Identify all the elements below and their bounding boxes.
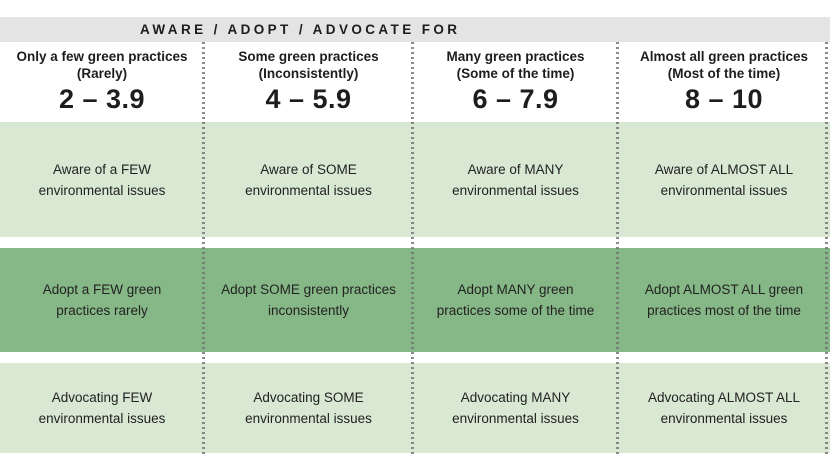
aware-cell-3: Aware of MANY environmental issues [452, 161, 579, 198]
aware-cell-4: Aware of ALMOST ALL environmental issues [654, 161, 794, 198]
column-header-3: Many green practices (Some of the time) … [413, 42, 618, 122]
top-margin [0, 0, 830, 17]
column-title: Only a few green practices (Rarely) [16, 49, 188, 81]
score-range: 8 – 10 [684, 84, 764, 114]
column-header-2: Some green practices (Inconsistently) 4 … [204, 42, 413, 122]
aware-row: Aware of a FEW environmental issues Awar… [0, 122, 830, 237]
advocate-cell-1: Advocating FEW environmental issues [38, 390, 166, 426]
adopt-cell-4: Adopt ALMOST ALL green practices most of… [644, 282, 804, 318]
adopt-row: Adopt a FEW green practices rarely Adopt… [0, 248, 830, 352]
column-title: Many green practices (Some of the time) [446, 49, 585, 81]
adopt-cell-2: Adopt SOME green practices inconsistentl… [221, 282, 396, 318]
bottom-margin [0, 453, 830, 468]
advocate-cell-4: Advocating ALMOST ALL environmental issu… [647, 390, 801, 426]
score-range: 2 – 3.9 [58, 84, 146, 114]
advocate-row: Advocating FEW environmental issues Advo… [0, 363, 830, 453]
advocate-cell-3: Advocating MANY environmental issues [452, 390, 579, 426]
table-region: Only a few green practices (Rarely) 2 – … [0, 42, 830, 456]
row-gap [0, 352, 830, 363]
advocate-cell-2: Advocating SOME environmental issues [245, 390, 372, 426]
title-bar: AWARE / ADOPT / ADVOCATE FOR [0, 17, 830, 42]
aware-cell-2: Aware of SOME environmental issues [245, 161, 372, 198]
column-header-1: Only a few green practices (Rarely) 2 – … [0, 42, 204, 122]
adopt-cell-3: Adopt MANY green practices some of the t… [436, 282, 595, 318]
score-range: 4 – 5.9 [265, 84, 352, 114]
column-title: Some green practices (Inconsistently) [238, 49, 379, 81]
column-header-4: Almost all green practices (Most of the … [618, 42, 830, 122]
aware-cell-1: Aware of a FEW environmental issues [38, 161, 166, 198]
column-title: Almost all green practices (Most of the … [639, 49, 809, 81]
column-headers-row: Only a few green practices (Rarely) 2 – … [0, 42, 830, 122]
score-range: 6 – 7.9 [472, 84, 559, 114]
adopt-cell-1: Adopt a FEW green practices rarely [42, 282, 162, 318]
row-gap [0, 237, 830, 248]
page-title: AWARE / ADOPT / ADVOCATE FOR [140, 22, 461, 37]
